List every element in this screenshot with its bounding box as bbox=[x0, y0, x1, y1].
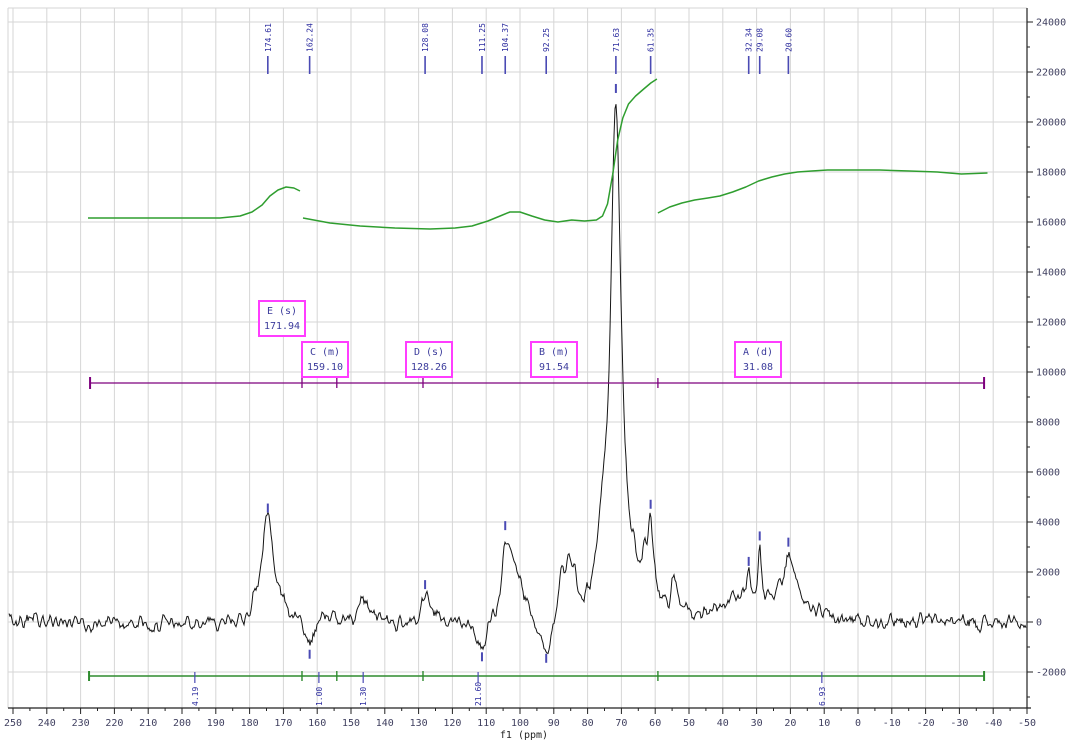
x-tick-label: 0 bbox=[855, 718, 861, 729]
x-tick-label: 130 bbox=[410, 718, 428, 729]
x-axis-title: f1 (ppm) bbox=[500, 730, 548, 740]
peak-pick-label[interactable]: 128.08 bbox=[421, 23, 430, 52]
integral-region-line bbox=[88, 671, 986, 681]
multiplet-shift: 159.10 bbox=[306, 362, 344, 373]
x-tick-label: 120 bbox=[443, 718, 461, 729]
y-tick-label: 22000 bbox=[1036, 68, 1066, 79]
peak-pick-label[interactable]: 61.35 bbox=[647, 28, 656, 52]
x-tick-label: -10 bbox=[883, 718, 901, 729]
peak-pick-label[interactable]: 20.60 bbox=[784, 28, 793, 52]
multiplet-label: E (s) bbox=[266, 306, 298, 317]
x-tick-label: 10 bbox=[818, 718, 830, 729]
x-tick-label: -30 bbox=[950, 718, 968, 729]
integral-curve bbox=[88, 78, 988, 230]
y-tick-label: 14000 bbox=[1036, 268, 1066, 279]
multiplet-label: D (s) bbox=[413, 347, 445, 358]
x-tick-label: 100 bbox=[511, 718, 529, 729]
integral-value-label[interactable]: 4.19 bbox=[191, 687, 200, 706]
integral-curve-segment[interactable] bbox=[657, 169, 988, 214]
x-tick-label: 160 bbox=[308, 718, 326, 729]
y-tick-label: -2000 bbox=[1036, 668, 1066, 679]
y-tick-label: 24000 bbox=[1036, 18, 1066, 29]
peak-pick-label[interactable]: 71.63 bbox=[612, 28, 621, 52]
multiplet-label: C (m) bbox=[309, 347, 341, 358]
x-tick-label: 250 bbox=[4, 718, 22, 729]
peak-pick-label[interactable]: 174.61 bbox=[264, 23, 273, 52]
multiplet-box-A[interactable]: A (d) 31.08 bbox=[734, 341, 782, 378]
peak-pick-label[interactable]: 92.25 bbox=[542, 28, 551, 52]
grid bbox=[7, 7, 1028, 708]
peak-pick-label[interactable]: 32.34 bbox=[745, 28, 754, 52]
x-axis: 250 240 230 220 210 200 190 180 170 160 150 140 130 1… bbox=[4, 707, 1036, 740]
multiplet-shift: 31.08 bbox=[742, 362, 774, 373]
x-tick-label: 200 bbox=[173, 718, 191, 729]
x-tick-label: 230 bbox=[72, 718, 90, 729]
x-tick-label: 70 bbox=[615, 718, 627, 729]
integral-curve-segment[interactable] bbox=[88, 186, 301, 219]
multiplet-shift: 91.54 bbox=[538, 362, 570, 373]
multiplet-shift: 128.26 bbox=[410, 362, 448, 373]
x-tick-label: 210 bbox=[139, 718, 157, 729]
peak-labels: 174.61 162.24 128.08 111.25 104.37 92.25 71.63… bbox=[264, 23, 793, 74]
multiplet-box-C[interactable]: C (m) 159.10 bbox=[301, 341, 349, 378]
integral-curve-segment[interactable] bbox=[302, 78, 658, 230]
y-tick-label: 12000 bbox=[1036, 318, 1066, 329]
x-tick-label: -40 bbox=[984, 718, 1002, 729]
x-tick-label: 150 bbox=[342, 718, 360, 729]
y-tick-label: 16000 bbox=[1036, 218, 1066, 229]
multiplet-box-E[interactable]: E (s) 171.94 bbox=[258, 300, 306, 337]
multiplet-label: A (d) bbox=[742, 347, 774, 358]
x-tick-label: 240 bbox=[38, 718, 56, 729]
y-tick-label: 0 bbox=[1036, 618, 1042, 629]
multiplet-label: B (m) bbox=[538, 347, 570, 358]
peak-pick-label[interactable]: 111.25 bbox=[478, 23, 487, 52]
y-tick-label: 2000 bbox=[1036, 568, 1060, 579]
integral-value-label[interactable]: 21.60 bbox=[474, 682, 483, 706]
y-tick-label: 18000 bbox=[1036, 168, 1066, 179]
multiplet-box-B[interactable]: B (m) 91.54 bbox=[530, 341, 578, 378]
x-tick-label: 40 bbox=[717, 718, 729, 729]
integral-value-label[interactable]: 6.93 bbox=[818, 687, 827, 706]
integral-value-label[interactable]: 1.00 bbox=[315, 687, 324, 706]
peak-pick-label[interactable]: 29.08 bbox=[756, 28, 765, 52]
integral-values: 4.19 1.00 1.30 21.60 6.93 bbox=[191, 672, 827, 706]
y-tick-label: 4000 bbox=[1036, 518, 1060, 529]
x-tick-label: 140 bbox=[376, 718, 394, 729]
x-tick-label: -20 bbox=[917, 718, 935, 729]
x-tick-label: 60 bbox=[649, 718, 661, 729]
y-tick-label: 6000 bbox=[1036, 468, 1060, 479]
spectrum-trace[interactable] bbox=[8, 104, 1027, 655]
x-tick-label: 30 bbox=[751, 718, 763, 729]
x-tick-label: 20 bbox=[784, 718, 796, 729]
y-axis: 2400022000200001800016000140001200010000… bbox=[1026, 8, 1066, 708]
peak-markers bbox=[266, 83, 790, 663]
x-tick-label: 170 bbox=[274, 718, 292, 729]
x-tick-label: 90 bbox=[548, 718, 560, 729]
multiplet-shift: 171.94 bbox=[263, 321, 301, 332]
y-tick-label: 8000 bbox=[1036, 418, 1060, 429]
integral-value-label[interactable]: 1.30 bbox=[359, 687, 368, 706]
x-tick-label: 180 bbox=[241, 718, 259, 729]
multiplet-box-D[interactable]: D (s) 128.26 bbox=[405, 341, 453, 378]
x-tick-label: 190 bbox=[207, 718, 225, 729]
peak-pick-label[interactable]: 104.37 bbox=[501, 23, 510, 52]
x-tick-label: -50 bbox=[1018, 718, 1036, 729]
peak-pick-label[interactable]: 162.24 bbox=[306, 23, 315, 52]
y-tick-label: 20000 bbox=[1036, 118, 1066, 129]
x-tick-label: 80 bbox=[582, 718, 594, 729]
x-tick-label: 110 bbox=[477, 718, 495, 729]
x-tick-label: 50 bbox=[683, 718, 695, 729]
x-tick-label: 220 bbox=[105, 718, 123, 729]
multiplet-range-line bbox=[89, 377, 986, 389]
y-tick-label: 10000 bbox=[1036, 368, 1066, 379]
